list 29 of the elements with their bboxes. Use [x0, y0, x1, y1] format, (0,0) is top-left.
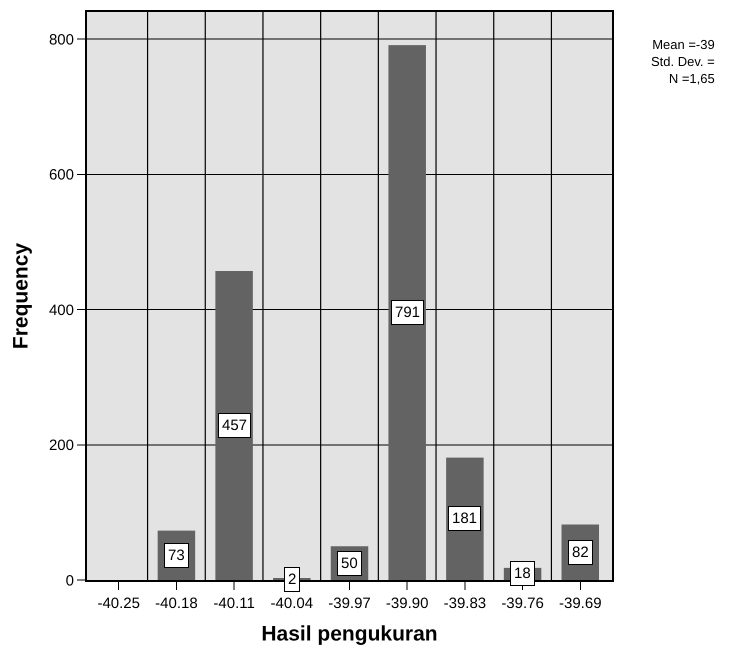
bar [388, 45, 426, 580]
x-axis-title: Hasil pengukuran [261, 622, 438, 646]
x-tick-label: -39.76 [501, 595, 544, 612]
y-tick-label: 200 [48, 437, 74, 454]
text: N =1,65 [668, 70, 715, 86]
x-tick-label: -40.04 [270, 595, 314, 612]
y-tick-label: 800 [48, 31, 74, 48]
data-label: 457 [222, 417, 248, 434]
x-tick-label: -39.97 [328, 595, 371, 612]
x-tick-label: -40.25 [97, 595, 140, 612]
bar [215, 270, 253, 580]
y-tick-label: 0 [66, 572, 74, 590]
x-tick-label: -39.90 [386, 595, 428, 612]
text: Std. Dev. = [651, 54, 715, 69]
text: Mean =-39 [652, 37, 715, 52]
y-tick-label: 400 [48, 302, 74, 319]
data-label: 2 [288, 571, 296, 588]
y-tick-label: 600 [48, 166, 74, 184]
x-tick-label: -40.18 [155, 595, 198, 612]
y-axis-title: Frequency [10, 242, 33, 350]
x-tick-label: -39.69 [558, 595, 602, 612]
data-label: 50 [341, 555, 358, 572]
x-tick-label: -39.83 [444, 595, 486, 612]
data-label: 82 [572, 544, 589, 561]
data-label: 73 [168, 547, 185, 564]
data-label: 791 [395, 304, 420, 321]
x-tick-label: -40.11 [213, 595, 255, 612]
data-label: 181 [452, 510, 478, 527]
data-label: 18 [514, 565, 531, 582]
